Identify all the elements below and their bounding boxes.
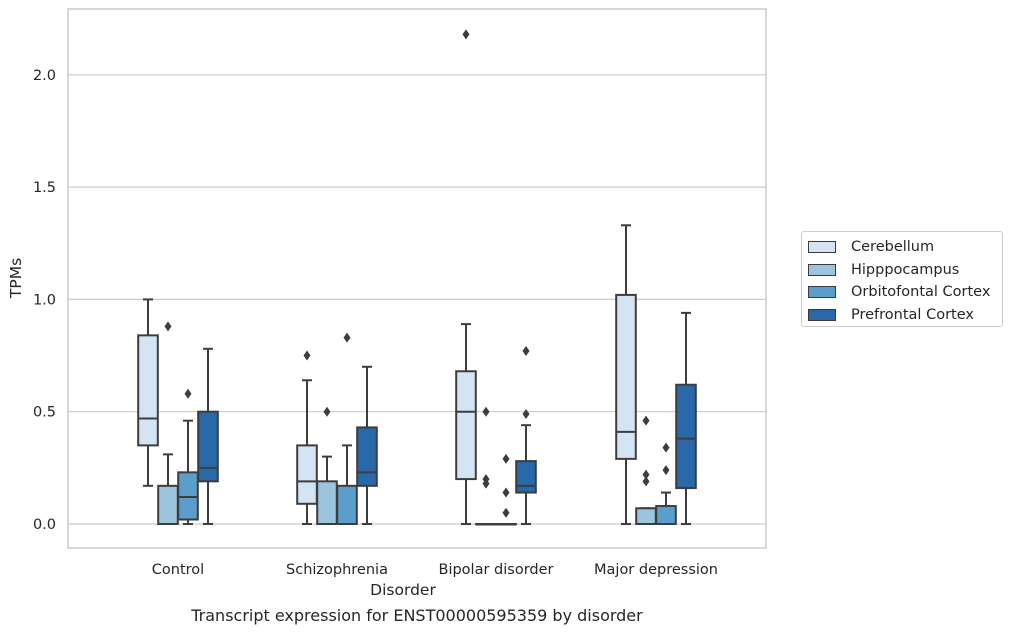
- outlier-point: [462, 29, 470, 40]
- box-0-2: [455, 29, 477, 525]
- box-2-2: [495, 453, 517, 526]
- box-1-0: [157, 321, 179, 525]
- outlier-point: [502, 453, 510, 464]
- box-1-1: [316, 406, 338, 525]
- outlier-point: [502, 487, 510, 498]
- legend-item: Cerebellum: [808, 236, 1002, 259]
- outlier-point: [662, 465, 670, 476]
- box-groups: [137, 29, 697, 526]
- outlier-point: [522, 408, 530, 419]
- legend-swatch: [808, 263, 836, 276]
- outlier-point: [482, 406, 490, 417]
- box-body: [157, 484, 179, 525]
- box-0-1: [296, 350, 318, 525]
- legend-swatch: [808, 286, 836, 299]
- y-tick-label: 2.0: [33, 68, 56, 84]
- box-body: [515, 460, 537, 494]
- outlier-point: [164, 321, 172, 332]
- outlier-point: [642, 415, 650, 426]
- outlier-point: [642, 476, 650, 487]
- chart-title: Transcript expression for ENST0000059535…: [191, 606, 643, 625]
- legend-swatch: [808, 241, 836, 254]
- box-0-3: [615, 224, 637, 525]
- x-tick-labels: Control Schizophrenia Bipolar disorder Majo…: [152, 562, 718, 578]
- box-body: [635, 507, 657, 526]
- box-body: [356, 426, 378, 487]
- outlier-point: [522, 346, 530, 357]
- y-tick-label: 0.0: [33, 517, 56, 533]
- box-0-0: [137, 298, 159, 487]
- y-tick-label: 1.5: [33, 180, 56, 196]
- box-body: [316, 480, 338, 525]
- legend-item: Orbitofontal Cortex: [808, 281, 1002, 304]
- box-1-3: [635, 415, 657, 526]
- box-body: [655, 505, 677, 526]
- box-body: [336, 484, 358, 525]
- box-body: [137, 334, 159, 447]
- box-3-3: [675, 311, 697, 525]
- legend-item: Prefrontal Cortex: [808, 304, 1002, 327]
- x-tick-label: Control: [152, 562, 204, 578]
- box-2-1: [336, 332, 358, 525]
- outlier-point: [303, 350, 311, 361]
- box-2-0: [177, 388, 199, 525]
- box-2-3: [655, 442, 677, 526]
- y-tick-label: 1.0: [33, 292, 56, 308]
- outlier-point: [482, 478, 490, 489]
- box-body: [455, 370, 477, 481]
- legend-label: Prefrontal Cortex: [851, 306, 974, 323]
- y-tick-labels: 0.0 0.5 1.0 1.5 2.0: [33, 68, 56, 533]
- outlier-point: [323, 406, 331, 417]
- x-tick-label: Bipolar disorder: [439, 562, 554, 578]
- box-body: [177, 471, 199, 521]
- box-body: [615, 293, 637, 460]
- box-3-1: [356, 365, 378, 525]
- outlier-point: [662, 442, 670, 453]
- box-body: [296, 444, 318, 505]
- x-tick-label: Schizophrenia: [286, 562, 388, 578]
- y-axis-label: TPMs: [7, 258, 25, 299]
- box-3-2: [515, 346, 537, 525]
- outlier-point: [642, 469, 650, 480]
- legend-label: Hipppocampus: [851, 261, 960, 278]
- outlier-point: [343, 332, 351, 343]
- box-body: [197, 410, 219, 483]
- box-1-2: [475, 406, 497, 526]
- box-body: [675, 383, 697, 490]
- outlier-point: [502, 507, 510, 518]
- legend-label: Orbitofontal Cortex: [851, 284, 991, 301]
- gridlines: [68, 74, 766, 525]
- x-tick-label: Major depression: [594, 562, 718, 578]
- x-axis-label: Disorder: [370, 581, 436, 599]
- legend: Cerebellum Hipppocampus Orbitofontal Corte…: [801, 231, 1003, 327]
- legend-label: Cerebellum: [851, 239, 935, 256]
- plot-area-frame: [67, 8, 767, 549]
- box-3-0: [197, 347, 219, 525]
- legend-item: Hipppocampus: [808, 259, 1002, 282]
- outlier-point: [184, 388, 192, 399]
- y-tick-label: 0.5: [33, 405, 56, 421]
- legend-swatch: [808, 308, 836, 321]
